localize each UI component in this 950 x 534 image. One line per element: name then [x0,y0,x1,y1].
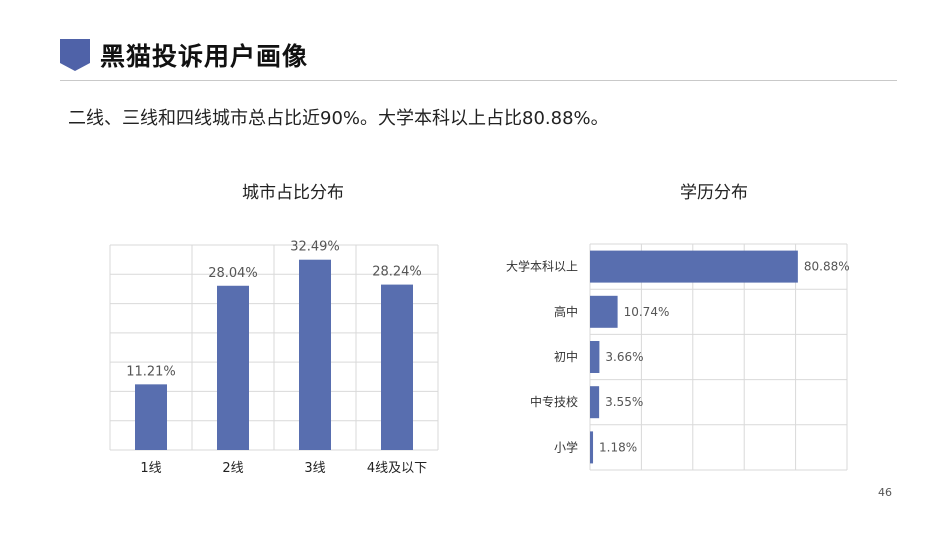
tick-label: 1线 [140,461,161,476]
title-bar: 黑猫投诉用户画像 [60,38,308,72]
data-label: 80.88% [804,260,850,274]
bar [590,341,600,373]
city-chart-title: 城市占比分布 [242,183,344,203]
tick-label: 初中 [554,349,578,364]
data-label: 3.66% [605,350,643,364]
tick-label: 3线 [304,461,325,476]
bar [217,285,249,450]
data-label: 32.49% [290,240,340,255]
data-label: 3.55% [605,395,643,409]
data-label: 28.04% [208,266,258,281]
title-divider [60,80,897,81]
tick-label: 2线 [222,461,243,476]
bar [590,431,594,464]
summary-text: 二线、三线和四线城市总占比近90%。大学本科以上占比80.88%。 [68,108,609,129]
tick-label: 中专技校 [530,394,578,409]
tick-label: 大学本科以上 [506,259,578,274]
data-label: 10.74% [624,305,670,319]
data-label: 28.24% [372,265,422,280]
bar [135,384,167,450]
shield-icon [60,39,90,71]
tick-label: 高中 [554,304,578,319]
tick-label: 4线及以下 [367,461,427,476]
bar [590,386,600,419]
page-title: 黑猫投诉用户画像 [100,42,309,71]
bar [381,284,413,450]
bar [590,295,618,328]
page-number: 46 [878,486,892,499]
data-label: 1.18% [599,440,637,454]
tick-label: 小学 [554,439,578,454]
education-chart-title: 学历分布 [680,183,748,203]
data-label: 11.21% [126,364,176,379]
bar [590,250,798,283]
bar [299,259,331,450]
